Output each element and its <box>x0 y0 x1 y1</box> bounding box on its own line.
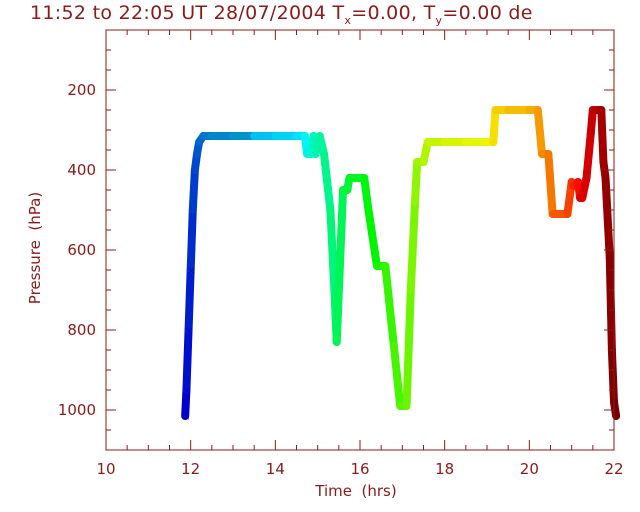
x-tick-label-14: 14 <box>266 460 285 478</box>
series-layer: × × × × <box>181 106 621 423</box>
x-axis-label: Time (hrs) <box>314 482 396 500</box>
trajectory-segment <box>182 326 193 394</box>
trajectory-segment <box>326 206 339 298</box>
y-tick-label-400: 400 <box>67 161 96 179</box>
x-tick-label-22: 22 <box>604 460 623 478</box>
trajectory-segment <box>181 386 191 420</box>
trajectory-segment <box>320 150 335 214</box>
trajectory-segment <box>533 106 547 158</box>
trajectory-segment <box>601 174 614 262</box>
y-tick-label-200: 200 <box>67 81 96 99</box>
axis-ticks <box>105 30 615 451</box>
data-point-marker: × <box>185 324 194 337</box>
trajectory-segment <box>406 198 420 294</box>
y-tick-label-600: 600 <box>67 241 96 259</box>
axis-labels: 10 12 14 16 18 20 22 200 400 600 800 1000 <box>58 81 624 478</box>
y-tick-label-800: 800 <box>67 321 96 339</box>
y-axis-label: Pressure (hPa) <box>26 192 44 304</box>
trajectory-segment <box>605 254 616 354</box>
x-tick-label-12: 12 <box>181 460 200 478</box>
y-tick-label-1000: 1000 <box>58 401 96 419</box>
chart-title: 11:52 to 22:05 UT 28/07/2004 Tx=0.00, Ty… <box>30 2 533 27</box>
trajectory-segment <box>582 130 595 182</box>
trajectory-segment <box>597 106 608 166</box>
trajectory-segment <box>411 158 422 206</box>
data-point-marker: × <box>181 410 190 423</box>
trajectory-segment <box>186 206 197 274</box>
trajectory-segment <box>402 286 415 410</box>
x-tick-label-18: 18 <box>435 460 454 478</box>
trajectory-segment <box>188 166 199 214</box>
trajectory-segment <box>586 106 597 138</box>
x-tick-label-10: 10 <box>96 460 115 478</box>
trajectory-segment <box>364 206 381 270</box>
trajectory-segment <box>389 342 405 410</box>
trajectory-segment <box>332 186 348 346</box>
x-tick-label-20: 20 <box>520 460 539 478</box>
trajectory-segment <box>184 266 195 334</box>
x-tick-label-16: 16 <box>350 460 369 478</box>
data-point-marker: × <box>187 264 196 277</box>
trajectory-segment <box>544 150 557 218</box>
data-point-marker: × <box>182 384 191 397</box>
trajectory-segment <box>381 262 398 350</box>
trajectory-segment <box>489 106 500 146</box>
trajectory-segment <box>360 174 373 214</box>
